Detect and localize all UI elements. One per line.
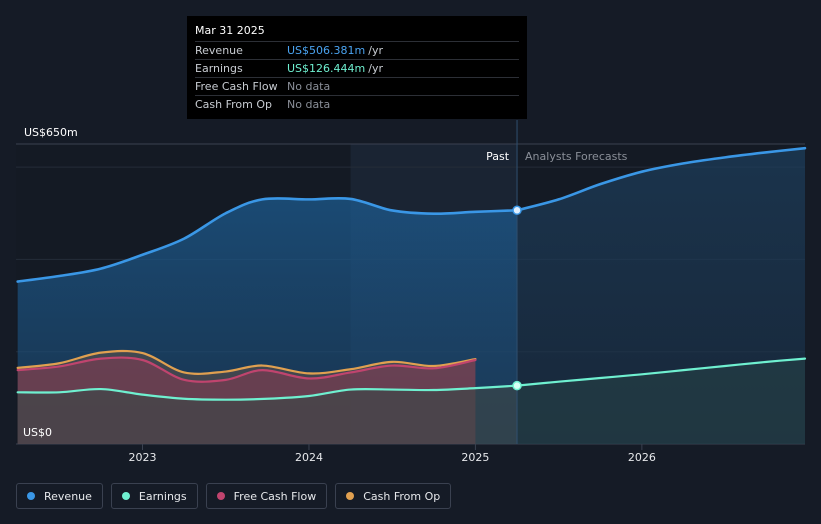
series-markers [512,205,522,391]
tooltip-row-cash-from-op: Cash From Op No data [195,95,519,113]
chart-legend: Revenue Earnings Free Cash Flow Cash Fro… [16,483,452,509]
earnings-forecast-line [515,357,807,387]
legend-item-cash-from-op[interactable]: Cash From Op [335,483,452,509]
revenue-line [16,196,519,283]
series-lines [16,146,807,401]
tooltip-unit: /yr [368,62,383,75]
legend-dot-icon [121,492,130,500]
x-tick-label: 2025 [461,451,489,464]
revenue-marker [512,205,522,216]
legend-dot-icon [346,492,355,500]
revenue-forecast-line [515,146,807,212]
earnings-line [16,384,519,401]
x-tick-label: 2024 [295,451,323,464]
tooltip-row-revenue: Revenue US$506.381m /yr [195,41,519,59]
legend-label: Free Cash Flow [233,489,317,503]
tooltip-label: Cash From Op [195,98,273,111]
tooltip-value: No data [287,80,331,93]
cash-from-op-line [16,349,477,375]
hover-tooltip: Mar 31 2025 Revenue US$506.381m /yr Earn… [187,16,527,119]
tooltip-label: Free Cash Flow [195,80,278,93]
legend-label: Cash From Op [363,489,441,503]
series-areas [17,148,805,444]
y-axis-top-label: US$650m [24,126,78,139]
tooltip-value: US$126.444m [287,62,366,75]
tooltip-unit: /yr [368,44,383,57]
legend-dot-icon [216,492,225,500]
tooltip-label: Revenue [195,44,243,57]
tooltip-row-free-cash-flow: Free Cash Flow No data [195,77,519,95]
tooltip-label: Earnings [195,62,243,75]
legend-label: Revenue [44,489,92,503]
tooltip-row-earnings: Earnings US$126.444m /yr [195,59,519,77]
legend-item-revenue[interactable]: Revenue [16,483,103,509]
x-tick-label: 2023 [129,451,157,464]
legend-item-free-cash-flow[interactable]: Free Cash Flow [205,483,328,509]
tooltip-value: US$506.381m [287,44,366,57]
tooltip-date: Mar 31 2025 [195,24,265,37]
free-cash-flow-line [16,356,477,383]
legend-label: Earnings [138,489,187,503]
legend-dot-icon [27,492,35,500]
analysts-forecasts-label: Analysts Forecasts [525,150,628,163]
y-axis-bottom-label: US$0 [23,426,52,439]
x-tick-label: 2026 [628,451,656,464]
earnings-marker [512,380,522,391]
past-label: Past [486,150,510,163]
tooltip-value: No data [287,98,331,111]
legend-item-earnings[interactable]: Earnings [110,483,198,509]
earnings-area [17,385,518,444]
x-axis-ticks: 2023 2024 2025 2026 [129,444,656,464]
revenue-area [17,198,518,444]
